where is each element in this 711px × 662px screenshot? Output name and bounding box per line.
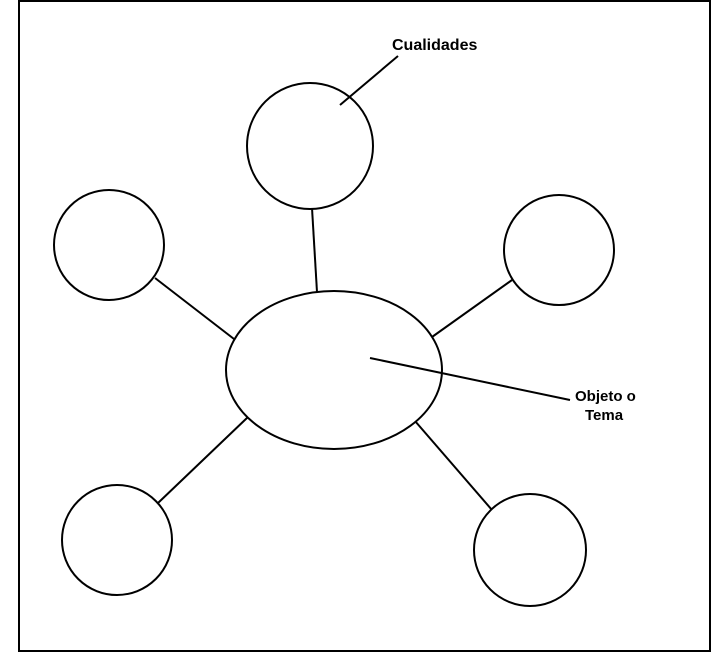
outer-circle-upper-left — [54, 190, 164, 300]
label-cualidades: Cualidades — [392, 37, 477, 55]
outer-circle-lower-right — [474, 494, 586, 606]
center-ellipse — [226, 291, 442, 449]
bubble-map-svg — [0, 0, 711, 662]
outer-circle-upper-right — [504, 195, 614, 305]
outer-circle-lower-left — [62, 485, 172, 595]
label-objeto-line1: Objeto o — [575, 388, 636, 405]
label-objeto-line2: Tema — [585, 407, 623, 424]
outer-circle-top — [247, 83, 373, 209]
